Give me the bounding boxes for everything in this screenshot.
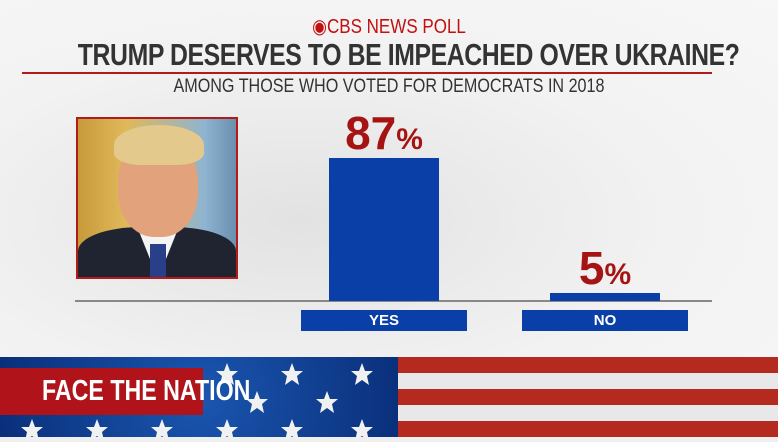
- poll-brand: ◉CBS NEWS POLL: [58, 16, 719, 38]
- star-icon: [351, 419, 373, 441]
- star-icon: [21, 419, 43, 441]
- star-icon: [281, 419, 303, 441]
- face-the-nation-logo: FACE THE NATION: [0, 368, 250, 415]
- bar-no: [550, 292, 660, 301]
- value-label-yes: 87%: [304, 108, 464, 158]
- star-icon: [246, 391, 268, 413]
- headline: TRUMP DESERVES TO BE IMPEACHED OVER UKRA…: [77, 37, 740, 72]
- star-icon: [351, 363, 373, 385]
- value-number: 5: [578, 241, 605, 294]
- trump-photo: [76, 117, 238, 279]
- cbs-eye-icon: ◉: [312, 16, 327, 38]
- flag-stripes: [398, 357, 778, 437]
- brand-text: CBS NEWS POLL: [326, 16, 466, 38]
- bar-yes: [329, 158, 439, 301]
- value-unit: %: [604, 257, 632, 291]
- value-label-no: 5%: [525, 243, 685, 293]
- star-icon: [151, 419, 173, 441]
- category-label-no: NO: [522, 310, 688, 331]
- star-icon: [216, 419, 238, 441]
- star-icon: [216, 363, 238, 385]
- value-unit: %: [396, 123, 423, 157]
- hair: [114, 125, 204, 165]
- star-icon: [316, 391, 338, 413]
- subtitle: AMONG THOSE WHO VOTED FOR DEMOCRATS IN 2…: [173, 76, 605, 97]
- category-label-yes: YES: [301, 310, 467, 331]
- headline-rule: [22, 72, 712, 74]
- value-number: 87: [345, 107, 397, 160]
- chart-baseline: [75, 300, 712, 302]
- logo-text: FACE THE NATION: [42, 375, 251, 407]
- star-icon: [86, 419, 108, 441]
- tie: [150, 244, 166, 277]
- star-icon: [281, 363, 303, 385]
